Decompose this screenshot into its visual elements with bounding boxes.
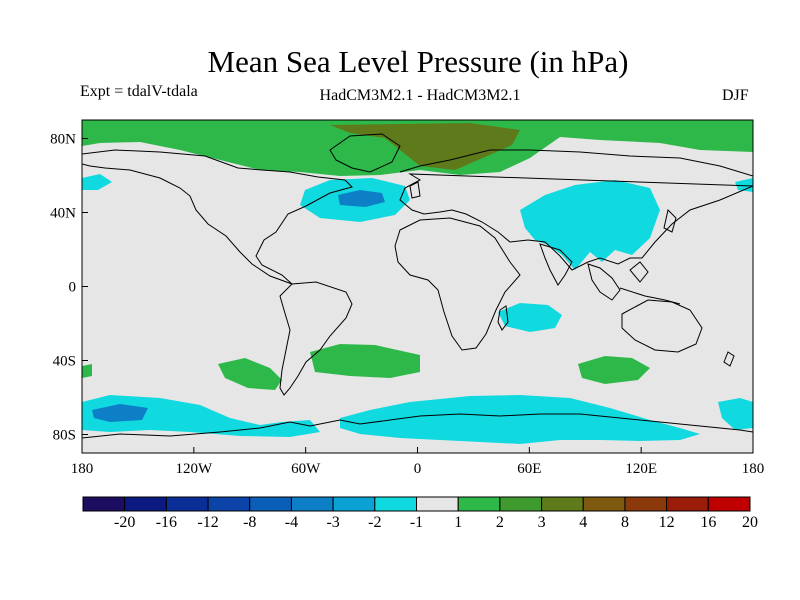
- x-tick-label: 60W: [291, 461, 321, 477]
- positive-anomaly-antarctica: [82, 438, 753, 453]
- coastline: [663, 209, 677, 233]
- coastline: [82, 413, 753, 439]
- colorbar-swatch: [374, 496, 417, 512]
- colorbar-swatch: [416, 496, 459, 512]
- colorbar-label: -3: [326, 514, 339, 531]
- x-tick-label: 120W: [175, 461, 213, 477]
- coastlines: [82, 133, 753, 439]
- coastline: [394, 217, 521, 351]
- y-axis: 80N 40N 0 40S 80S: [50, 132, 88, 444]
- colorbar-swatch: [249, 496, 292, 512]
- colorbar-label: -12: [197, 514, 218, 531]
- map-background: [82, 120, 753, 453]
- coastline: [329, 133, 401, 173]
- negative-anomaly-north-atlantic-core: [338, 190, 385, 207]
- colorbar-label: -2: [368, 514, 381, 531]
- colorbar-swatch: [666, 496, 709, 512]
- x-tick-label: 0: [414, 461, 422, 477]
- colorbar-swatch: [290, 496, 334, 512]
- x-tick-label: 60E: [517, 461, 541, 477]
- y-tick-label: 40N: [50, 206, 76, 222]
- colorbar-label: 20: [742, 514, 758, 531]
- colorbar-label: 2: [496, 514, 504, 531]
- negative-anomaly-indian-ocean: [498, 303, 562, 332]
- colorbar-swatch: [582, 496, 626, 512]
- coastline: [279, 281, 353, 396]
- colorbar-label: -1: [410, 514, 423, 531]
- x-tick-label: 120E: [625, 461, 657, 477]
- y-tick-label: 80S: [53, 428, 76, 444]
- colorbar-label: 1: [454, 514, 462, 531]
- colorbar-swatch: [165, 496, 209, 512]
- negative-anomaly-southern-ocean-west: [82, 395, 320, 437]
- y-tick-label: 40S: [53, 354, 76, 370]
- negative-anomaly-southern-ocean-core: [92, 404, 148, 422]
- colorbar-label: -8: [243, 514, 256, 531]
- y-tick-label: 80N: [50, 132, 76, 148]
- colorbar-label: -4: [285, 514, 298, 531]
- coastline: [539, 243, 573, 286]
- colorbar-swatch: [499, 496, 543, 512]
- experiment-label: Expt = tdalV-tdala: [80, 83, 198, 100]
- coastline: [409, 181, 421, 199]
- x-axis: 180 120W 60W 0 60E 120E 180: [71, 447, 765, 477]
- colorbar-label: 16: [700, 514, 716, 531]
- y-tick-label: 0: [69, 280, 77, 296]
- positive-anomaly-south-indian: [578, 356, 650, 384]
- colorbar-label: 4: [579, 514, 587, 531]
- x-tick-label: 180: [742, 461, 765, 477]
- colorbar-label: 8: [621, 514, 629, 531]
- colorbar-swatch: [207, 496, 251, 512]
- coastline: [619, 261, 681, 305]
- model-label: HadCM3M2.1 - HadCM3M2.1: [319, 87, 521, 104]
- positive-anomaly-south-west: [82, 364, 92, 378]
- coastline: [723, 351, 735, 367]
- coastline: [497, 305, 509, 331]
- colorbar-swatch: [707, 496, 751, 512]
- colorbar-swatch: [82, 496, 126, 512]
- colorbar-swatch: [541, 496, 584, 512]
- colorbar-label: -20: [114, 514, 135, 531]
- negative-anomaly-asia: [520, 180, 660, 270]
- colorbar-label: 12: [659, 514, 675, 531]
- colorbar-swatch: [124, 496, 167, 512]
- colorbar-label: 3: [538, 514, 546, 531]
- colorbar-swatch: [624, 496, 668, 512]
- colorbar-swatch: [332, 496, 376, 512]
- coastline: [82, 149, 353, 285]
- negative-anomaly-southern-ocean-east: [340, 395, 700, 444]
- x-tick-label: 180: [71, 461, 94, 477]
- coastline: [587, 263, 621, 301]
- chart-title: Mean Sea Level Pressure (in hPa): [207, 44, 629, 79]
- negative-anomaly-southern-ocean-far-east: [718, 398, 753, 430]
- colorbar-swatch: [457, 496, 501, 512]
- coastline: [399, 149, 753, 271]
- colorbar-label: -16: [156, 514, 177, 531]
- coastline: [621, 299, 703, 353]
- colorbar: -20 -16 -12 -8 -4 -3 -2 -1 1 2 3 4 8 12 16 20: [82, 496, 758, 531]
- season-label: DJF: [722, 87, 749, 104]
- positive-anomaly-south-america: [218, 344, 420, 390]
- map-plot-area: [82, 120, 753, 453]
